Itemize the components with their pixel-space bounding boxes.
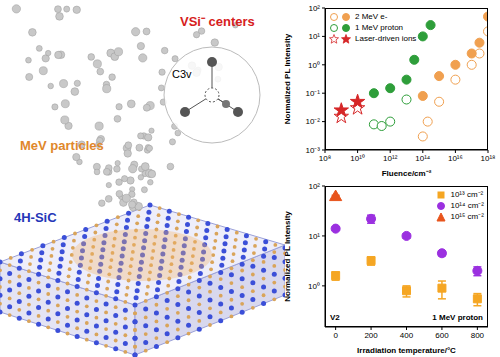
svg-text:10¹²: 10¹² <box>383 154 398 163</box>
svg-text:10⁰: 10⁰ <box>308 61 320 70</box>
svg-text:10⁻³: 10⁻³ <box>305 146 320 155</box>
svg-text:10¹: 10¹ <box>308 232 320 241</box>
svg-text:4H-SiC: 4H-SiC <box>14 210 57 225</box>
html-text:2 MeV e-: 2 MeV e- <box>355 12 388 21</box>
svg-text:Normalized PL Intensity: Normalized PL Intensity <box>283 211 292 302</box>
html-text:Laser-driven ions: Laser-driven ions <box>355 34 417 43</box>
svg-text:Fluence/cm⁻²: Fluence/cm⁻² <box>382 169 432 178</box>
html-text:V2: V2 <box>330 313 340 322</box>
svg-text:10²: 10² <box>308 4 320 13</box>
svg-text:0: 0 <box>333 331 338 340</box>
svg-text:10⁸: 10⁸ <box>319 154 331 163</box>
svg-text:C3v: C3v <box>172 68 192 80</box>
svg-text:10⁰: 10⁰ <box>308 282 320 291</box>
html-text:10¹⁴ cm⁻²: 10¹⁴ cm⁻² <box>450 201 484 210</box>
svg-text:800: 800 <box>471 331 485 340</box>
svg-text:10¹⁸: 10¹⁸ <box>481 154 496 163</box>
svg-text:600: 600 <box>435 331 449 340</box>
html-text:10¹⁵ cm⁻²: 10¹⁵ cm⁻² <box>450 212 484 221</box>
svg-text:Normalized PL Intensity: Normalized PL Intensity <box>283 33 292 124</box>
svg-text:Irradiation temperature/°C: Irradiation temperature/°C <box>357 346 456 355</box>
svg-text:VSi⁻ centers: VSi⁻ centers <box>180 14 255 29</box>
svg-text:10²: 10² <box>308 182 320 191</box>
html-text:10¹³ cm⁻²: 10¹³ cm⁻² <box>450 190 484 199</box>
svg-text:MeV particles: MeV particles <box>20 138 104 153</box>
svg-text:10¹⁶: 10¹⁶ <box>448 154 463 163</box>
svg-text:400: 400 <box>400 331 414 340</box>
html-text:1 MeV proton: 1 MeV proton <box>355 23 403 32</box>
svg-text:10¹⁴: 10¹⁴ <box>415 154 431 163</box>
svg-text:10⁻¹: 10⁻¹ <box>305 89 320 98</box>
html-text:1 MeV proton: 1 MeV proton <box>432 313 483 322</box>
svg-text:10¹: 10¹ <box>308 32 320 41</box>
svg-text:200: 200 <box>364 331 378 340</box>
svg-text:10¹⁰: 10¹⁰ <box>350 154 365 163</box>
svg-text:10⁻²: 10⁻² <box>305 117 320 126</box>
